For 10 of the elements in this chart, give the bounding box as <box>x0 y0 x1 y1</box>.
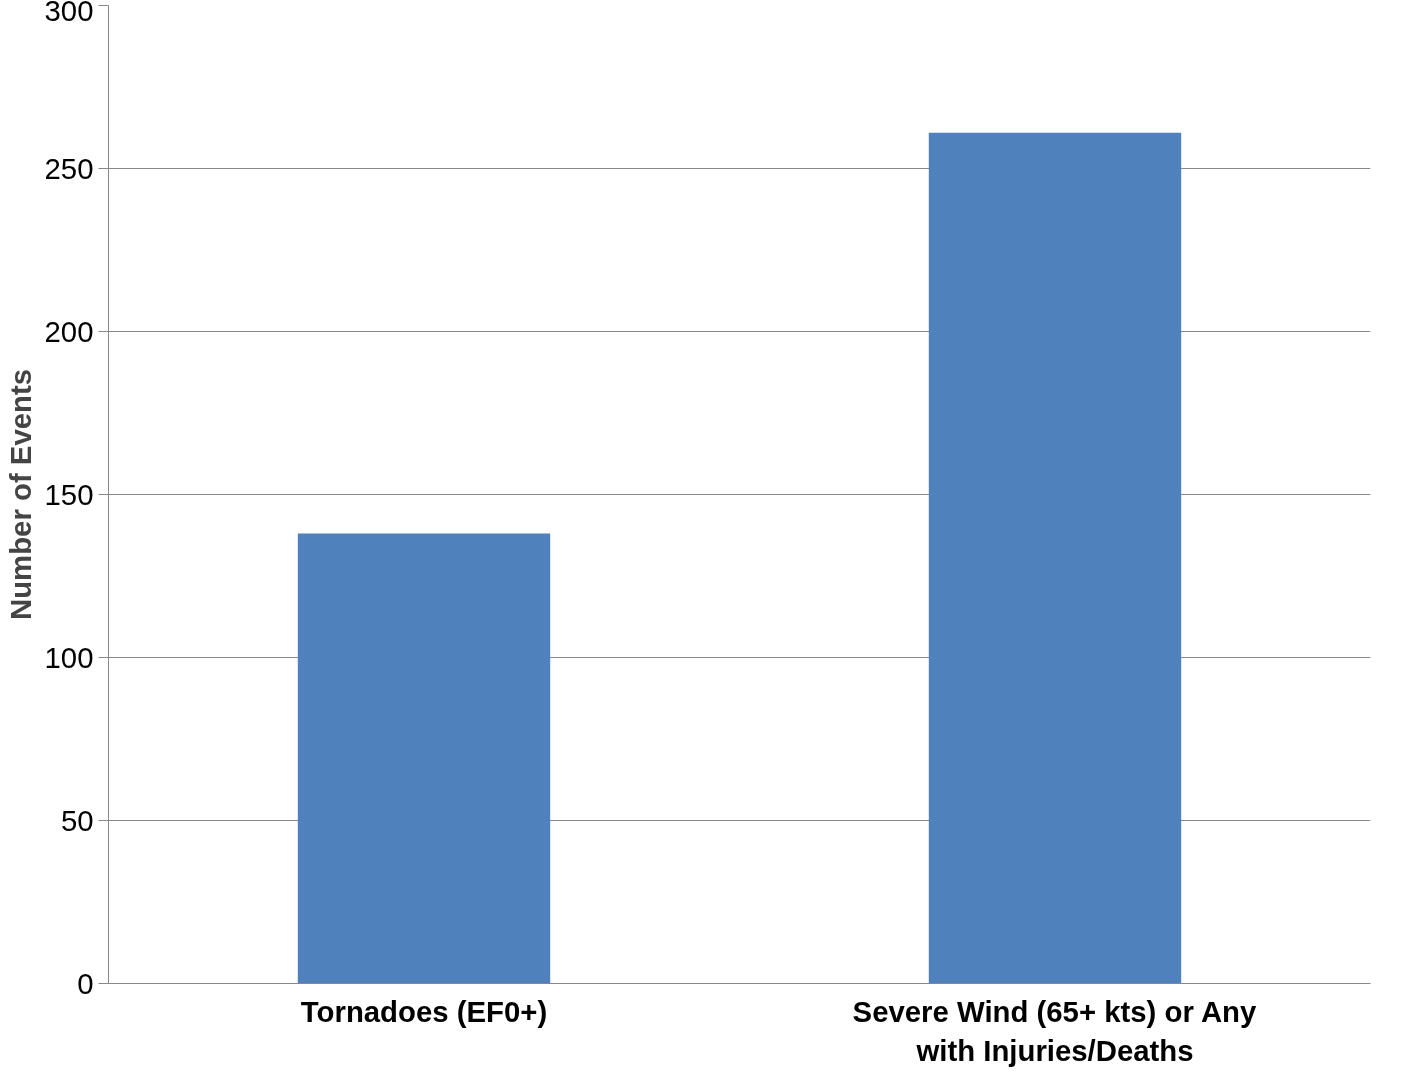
y-tick-label: 50 <box>60 803 94 837</box>
y-tick-label: 250 <box>44 151 94 185</box>
y-tick-label: 0 <box>77 966 94 1000</box>
y-tick-label: 300 <box>44 0 94 27</box>
y-tick-label: 100 <box>44 640 94 674</box>
y-axis-title: Number of Events <box>3 369 37 620</box>
x-tick-label: Tornadoes (EF0+) <box>300 994 548 1028</box>
y-tick-label: 150 <box>44 477 94 511</box>
y-tick-label: 200 <box>44 314 94 348</box>
x-tick-label: Severe Wind (65+ kts) or Any with Injuries/Deaths <box>852 994 1257 1068</box>
